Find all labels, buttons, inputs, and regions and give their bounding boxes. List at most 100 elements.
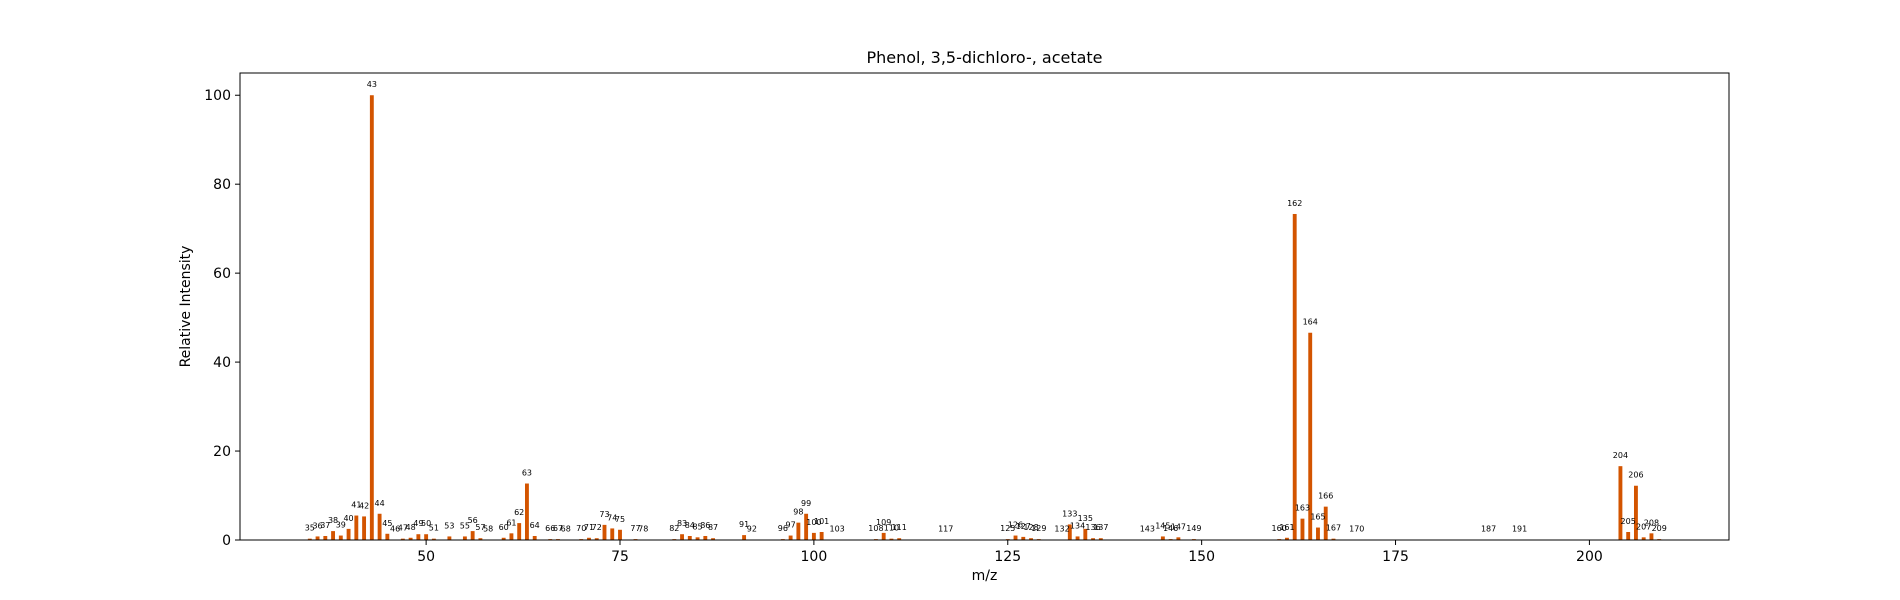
peak-bar — [323, 535, 328, 540]
y-axis: 0 20 40 60 80 100 — [204, 88, 240, 549]
peak-label: 136 — [1085, 523, 1100, 532]
y-tick-label: 0 — [222, 533, 231, 549]
peak-label: 170 — [1349, 525, 1364, 534]
peak-label: 209 — [1652, 524, 1667, 533]
peak-label: 207 — [1636, 522, 1651, 531]
peak-bar — [1067, 524, 1072, 540]
peak-label: 62 — [514, 508, 524, 517]
peak-label: 73 — [599, 510, 609, 519]
peak-label: 38 — [328, 516, 338, 525]
peak-label: 98 — [793, 508, 803, 517]
peak-label: 66 — [545, 524, 555, 533]
peak-bar — [362, 516, 367, 540]
x-tick-label: 200 — [1576, 549, 1603, 565]
peak-bar — [377, 513, 382, 540]
peak-label: 160 — [1272, 524, 1287, 533]
x-tick-label: 75 — [611, 549, 629, 565]
peak-label: 55 — [460, 521, 470, 530]
peak-bar — [1083, 528, 1088, 540]
bars-group — [307, 95, 1662, 541]
peak-label: 206 — [1628, 471, 1643, 480]
peak-bar — [1323, 506, 1328, 540]
peak-label: 147 — [1171, 522, 1186, 531]
peak-bar — [711, 538, 716, 540]
peak-bar — [525, 483, 529, 540]
peak-bar — [509, 533, 514, 540]
peak-label: 82 — [669, 524, 679, 533]
peak-bar — [587, 537, 591, 540]
peak-label: 77 — [630, 524, 640, 533]
peak-label: 78 — [638, 525, 648, 534]
peak-label: 117 — [938, 525, 953, 534]
peak-label: 100 — [806, 518, 821, 527]
peak-bar — [1176, 537, 1181, 540]
peak-label: 40 — [343, 514, 353, 523]
peak-label: 128 — [1023, 523, 1038, 532]
peak-label: 129 — [1031, 524, 1046, 533]
y-tick-label: 20 — [213, 444, 231, 460]
peak-bar — [400, 538, 405, 540]
peak-bar — [742, 535, 747, 540]
peak-label: 45 — [382, 519, 392, 528]
peak-label: 161 — [1279, 523, 1294, 532]
peak-label: 44 — [375, 499, 385, 508]
peak-label: 41 — [351, 501, 361, 510]
peak-bar — [1308, 332, 1313, 540]
peak-bar — [532, 535, 537, 540]
peak-label: 205 — [1621, 517, 1636, 526]
peak-label: 84 — [685, 521, 695, 530]
peak-bar — [1649, 533, 1654, 540]
peak-bar — [338, 535, 343, 540]
peak-label: 208 — [1644, 518, 1659, 527]
peak-bar — [1013, 535, 1018, 540]
peak-label: 149 — [1186, 524, 1201, 533]
peak-label: 110 — [884, 524, 899, 533]
peak-bar — [1641, 537, 1646, 540]
chart-title: Phenol, 3,5-dichloro-, acetate — [866, 48, 1102, 67]
peak-bar — [889, 538, 894, 540]
peak-bar — [811, 532, 816, 540]
peak-bar — [1626, 531, 1631, 540]
peak-label: 46 — [390, 525, 400, 534]
y-tick-label: 80 — [213, 177, 231, 193]
peak-bar — [1292, 213, 1297, 541]
peak-label: 53 — [444, 521, 454, 530]
peak-bar — [1331, 538, 1336, 540]
peak-bar — [354, 515, 359, 540]
peak-bar — [680, 534, 684, 540]
peak-label: 50 — [421, 519, 431, 528]
peak-bar — [897, 538, 902, 540]
peak-bar — [517, 523, 522, 540]
peak-label: 36 — [312, 521, 322, 530]
peak-label: 37 — [320, 521, 330, 530]
peak-bar — [501, 537, 506, 540]
peak-label: 74 — [607, 513, 617, 522]
peak-label: 70 — [576, 524, 586, 533]
peak-label: 145 — [1155, 521, 1170, 530]
peak-label: 72 — [592, 523, 602, 532]
peak-bar — [1021, 536, 1026, 540]
peak-label: 56 — [468, 516, 478, 525]
peak-bar — [307, 538, 312, 540]
peak-label: 43 — [367, 80, 377, 89]
peak-bar — [315, 536, 320, 540]
peak-label: 126 — [1008, 521, 1023, 530]
peak-label: 35 — [305, 524, 315, 533]
peak-label: 97 — [786, 521, 796, 530]
x-axis: 50 75 100 125 150 175 200 — [417, 540, 1603, 565]
y-tick-label: 60 — [213, 266, 231, 282]
peak-bar — [1075, 536, 1080, 540]
peak-label: 146 — [1163, 524, 1178, 533]
x-tick-label: 125 — [994, 549, 1021, 565]
peak-label: 135 — [1078, 514, 1093, 523]
peak-label: 162 — [1287, 199, 1302, 208]
peak-bar — [447, 536, 452, 540]
peak-label: 63 — [522, 469, 532, 478]
peak-bar — [408, 537, 413, 540]
peak-label: 85 — [692, 522, 702, 531]
peak-bar — [1098, 538, 1103, 540]
peak-label: 191 — [1512, 525, 1527, 534]
peak-label: 109 — [876, 518, 891, 527]
peak-label: 137 — [1093, 523, 1108, 532]
peak-label: 64 — [530, 521, 540, 530]
